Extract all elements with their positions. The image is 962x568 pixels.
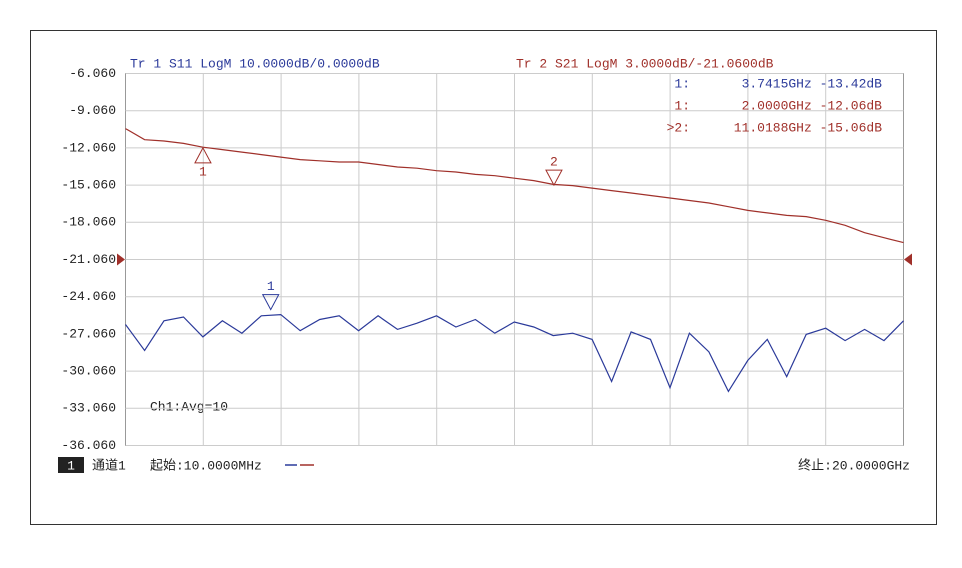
stop-label: 终止:20.0000GHz [798,457,910,473]
y-tick-label: -9.060 [69,103,116,118]
readout-value: 2.0000GHz -12.06dB [742,98,883,113]
y-tick-label: -18.060 [61,215,116,230]
y-tick-label: -6.060 [69,66,116,81]
channel-box [58,457,84,473]
marker [194,146,212,164]
reference-arrow [117,253,125,266]
marker-label: 2 [550,155,558,170]
y-tick-label: -24.060 [61,289,116,304]
marker [261,294,280,311]
annotation: Ch1:Avg=10 [150,399,228,414]
channel-number: 1 [67,458,75,473]
reference-arrow [904,253,912,266]
trace-label: Tr 2 S21 LogM 3.0000dB/-21.0600dB [516,56,774,71]
y-tick-label: -27.060 [61,326,116,341]
marker-label: 1 [199,164,207,179]
y-tick-label: -12.060 [61,140,116,155]
y-tick-label: -15.060 [61,178,116,193]
trace [125,313,904,393]
y-tick-label: -30.060 [61,364,116,379]
readout-value: 11.0188GHz -15.06dB [734,120,882,135]
y-tick-label: -33.060 [61,401,116,416]
readout-value: 3.7415GHz -13.42dB [742,76,883,91]
y-tick-label: -21.060 [61,252,116,267]
y-tick-label: -36.060 [61,438,116,453]
trace-label: Tr 1 S11 LogM 10.0000dB/0.0000dB [130,56,380,71]
readout-prefix: 1: [674,98,690,113]
readout-prefix: 1: [674,76,690,91]
channel-name: 通道1 [92,458,126,473]
frame [30,30,937,525]
start-label: 起始:10.0000MHz [150,458,262,473]
trace [125,128,904,244]
marker [545,169,563,187]
readout-prefix: >2: [667,120,690,135]
marker-label: 1 [267,279,275,294]
